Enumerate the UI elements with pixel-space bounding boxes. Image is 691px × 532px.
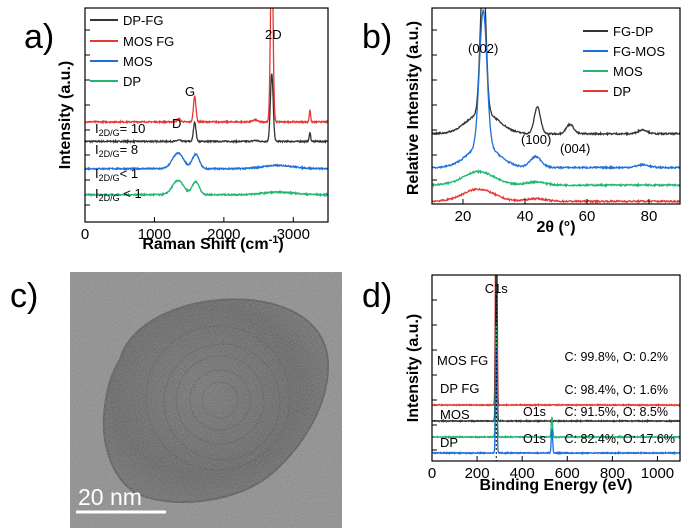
x-tick-label: 0	[428, 465, 436, 482]
peak-label-004: (004)	[560, 141, 590, 156]
x-tick-label: 3000	[277, 226, 310, 243]
c1s-label: C1s	[485, 281, 509, 296]
panel-d-x-axis-label: Binding Energy (eV)	[480, 477, 633, 494]
panel-b-y-ticks	[432, 29, 437, 181]
legend-label: FG-MOS	[613, 44, 665, 59]
panel-c: c) 20 nm	[10, 272, 342, 528]
panel-a-y-ticks	[85, 29, 90, 206]
x-tick-label: 20	[455, 208, 472, 225]
panel-d: d) 0 200 400 600 800 1000 C1s Binding Energy …	[362, 274, 681, 494]
peak-label-2d: 2D	[265, 27, 282, 42]
legend-item: MOS	[90, 54, 153, 69]
x-tick-label: 400	[510, 465, 535, 482]
peak-label-d: D	[172, 116, 181, 131]
series-label-mos-fg: MOS FG	[437, 353, 488, 368]
x-tick-label: 80	[641, 208, 658, 225]
series-label-dp-fg: DP FG	[440, 381, 480, 396]
series-line-dp-fg	[432, 275, 680, 424]
panel-d-series	[432, 275, 680, 456]
peak-label-100: (100)	[521, 132, 551, 147]
x-tick-label: 600	[555, 465, 580, 482]
panel-a-x-axis-label: Raman Shift (cm-1)	[142, 234, 283, 253]
o1s-label-dp: O1s	[523, 432, 546, 446]
x-tick-label: 0	[81, 226, 89, 243]
peak-label-002: (002)	[468, 41, 498, 56]
legend-label: FG-DP	[613, 24, 653, 39]
legend-label: MOS	[613, 64, 643, 79]
panel-a-x-ticks: 0 1000 2000 3000	[81, 217, 310, 243]
x-tick-label: 2000	[207, 226, 240, 243]
tem-image: 20 nm	[70, 272, 342, 528]
panel-c-label: c)	[10, 277, 38, 315]
composition-dp: C: 82.4%, O: 17.6%	[565, 432, 675, 446]
x-tick-label: 1000	[138, 226, 171, 243]
panel-b-frame	[431, 7, 681, 205]
series-line-mos	[85, 151, 328, 172]
panel-a-y-axis-label: Intensity (a.u.)	[57, 61, 74, 169]
panel-d-label: d)	[362, 277, 392, 315]
panel-d-frame	[431, 274, 681, 462]
panel-a-frame	[84, 7, 329, 223]
ratio-label: I2D/G< 1	[95, 166, 138, 183]
x-tick-label: 60	[579, 208, 596, 225]
panel-b-x-axis-label: 2θ (°)	[536, 219, 575, 236]
composition-mos: C: 91.5%, O: 8.5%	[564, 405, 668, 419]
x-tick-label: 200	[465, 465, 490, 482]
o1s-label-mos: O1s	[523, 405, 546, 419]
panel-a-series	[85, 8, 328, 198]
series-label-mos: MOS	[440, 407, 470, 422]
ratio-label: I2D/G= 8	[95, 142, 138, 159]
series-line-dp	[85, 179, 328, 198]
ratio-label: I2D/G= 10	[95, 121, 145, 138]
x-tick-label: 800	[600, 465, 625, 482]
legend-label: MOS FG	[123, 34, 174, 49]
panel-d-y-axis-label: Intensity (a.u.)	[405, 314, 422, 422]
legend-label: DP-FG	[123, 13, 163, 28]
series-line-dp	[432, 187, 680, 204]
composition-dp-fg: C: 98.4%, O: 1.6%	[564, 383, 668, 397]
series-line-fg-dp	[432, 8, 680, 137]
series-line-dp	[432, 348, 680, 456]
legend-item: FG-MOS	[583, 44, 665, 59]
legend-item: MOS	[583, 64, 643, 79]
panel-a-legend: DP-FG MOS FG MOS DP	[90, 13, 174, 89]
panel-a-label: a)	[24, 18, 54, 56]
legend-item: DP	[90, 74, 141, 89]
legend-label: DP	[613, 84, 631, 99]
composition-mos-fg: C: 99.8%, O: 0.2%	[564, 350, 668, 364]
panel-b-series	[432, 8, 680, 204]
legend-item: FG-DP	[583, 24, 653, 39]
series-line-mos-fg	[432, 275, 680, 408]
panel-b-x-ticks: 20 40 60 80	[455, 199, 658, 225]
ratio-label: I2D/G < 1	[95, 186, 142, 203]
x-tick-label: 1000	[641, 465, 674, 482]
panel-b-y-axis-label: Relative Intensity (a.u.)	[405, 21, 422, 195]
legend-label: DP	[123, 74, 141, 89]
panel-d-y-ticks	[432, 299, 437, 451]
panel-b: b) 20 40 60 80 2θ (°) Relative Intensity (a…	[362, 7, 681, 236]
series-line-mos-fg	[85, 8, 328, 125]
series-line-mos	[432, 169, 680, 188]
panel-b-legend: FG-DP FG-MOS MOS DP	[583, 24, 665, 99]
legend-label: MOS	[123, 54, 153, 69]
series-line-mos	[432, 324, 680, 440]
x-tick-label: 40	[517, 208, 534, 225]
legend-item: MOS FG	[90, 34, 174, 49]
peak-label-g: G	[185, 84, 195, 99]
scale-bar-label: 20 nm	[78, 484, 142, 510]
series-line-dp-fg	[85, 73, 328, 145]
panel-d-x-ticks: 0 200 400 600 800 1000	[428, 456, 674, 482]
panel-b-label: b)	[362, 18, 392, 56]
series-line-fg-mos	[432, 8, 680, 171]
legend-item: DP-FG	[90, 13, 163, 28]
series-label-dp: DP	[440, 435, 458, 450]
panel-a: a) 0 1000 2000 3000 Raman Shift (cm-1) Inte…	[24, 7, 329, 253]
legend-item: DP	[583, 84, 631, 99]
